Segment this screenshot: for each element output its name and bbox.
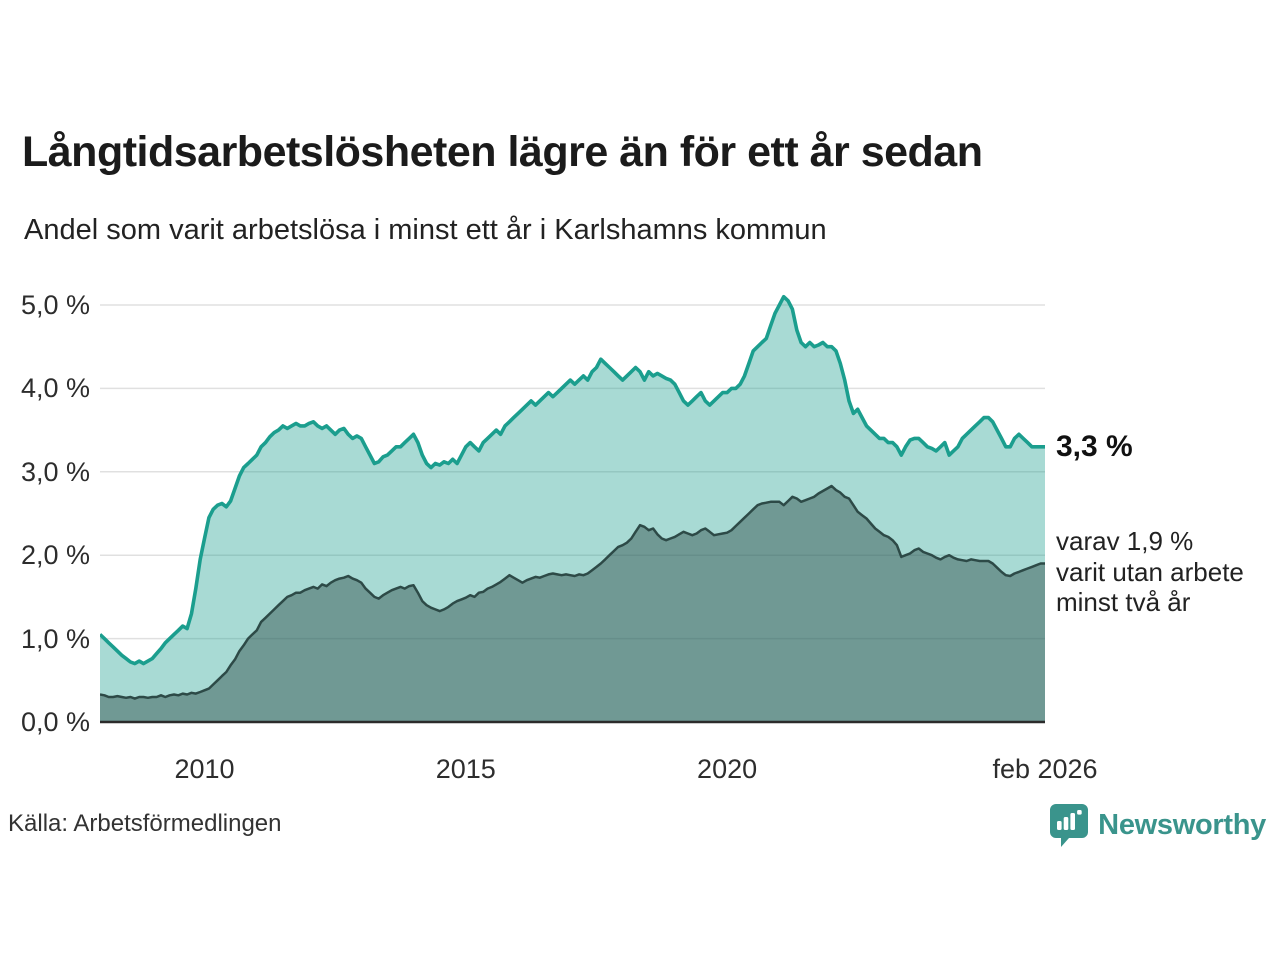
y-tick-label: 3,0 % xyxy=(20,456,90,487)
x-tick-label: 2010 xyxy=(174,754,235,784)
annotation-subgroup-line: minst två år xyxy=(1056,587,1191,618)
source-note: Källa: Arbetsförmedlingen xyxy=(8,810,282,837)
y-tick-label: 1,0 % xyxy=(20,623,90,654)
line-series-two-years xyxy=(99,484,1045,700)
annotation-latest-subgroup: varav 1,9 % varit utan arbete minst två … xyxy=(1056,526,1271,618)
y-tick-label: 0,0 % xyxy=(20,707,90,737)
plot-svg xyxy=(98,294,1045,724)
annotation-latest-total: 3,3 % xyxy=(1056,430,1133,463)
x-tick-label: 2020 xyxy=(697,754,758,784)
chart-plot-area xyxy=(98,290,1045,725)
newsworthy-logo-text: Newsworthy xyxy=(1098,808,1266,841)
line-series-total xyxy=(98,294,1045,666)
newsworthy-logo: Newsworthy xyxy=(1048,800,1266,850)
y-tick-label: 2,0 % xyxy=(20,540,90,571)
y-tick-label: 4,0 % xyxy=(20,373,90,404)
newsworthy-logo-icon xyxy=(1050,804,1089,847)
area-series-two-years xyxy=(100,486,1045,722)
y-tick-label: 5,0 % xyxy=(20,290,90,320)
chart-title: Långtidsarbetslösheten lägre än för ett … xyxy=(22,128,983,176)
x-tick-label: 2015 xyxy=(435,754,496,784)
annotation-subgroup-line: varav 1,9 % xyxy=(1056,526,1194,556)
chart-subtitle: Andel som varit arbetslösa i minst ett å… xyxy=(24,214,827,246)
annotation-subgroup-line: varit utan arbete xyxy=(1056,556,1244,587)
x-tick-label: feb 2026 xyxy=(992,754,1098,784)
area-series-total xyxy=(100,296,1045,722)
